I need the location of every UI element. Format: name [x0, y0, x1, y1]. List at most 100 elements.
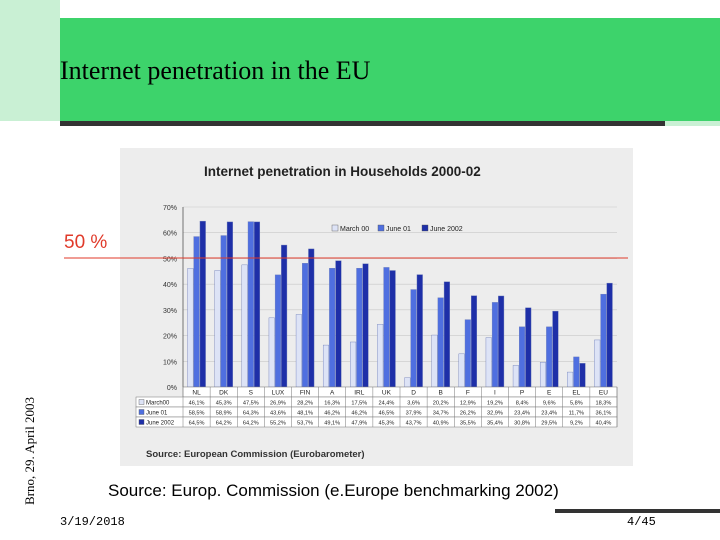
data-label: 24,4%: [379, 401, 395, 407]
table-row-swatch: [138, 399, 145, 405]
bar: [567, 371, 574, 388]
bar: [546, 326, 553, 388]
data-label: 58,5%: [189, 411, 205, 417]
data-label: 49,1%: [324, 421, 340, 427]
data-label: 40,9%: [433, 421, 449, 427]
data-table: NL DK S LUX FIN A IRL UK D B F I P E EL EU March00 46,1% 4…: [135, 386, 618, 428]
bar: [416, 274, 423, 388]
x-tick-label: DK: [219, 390, 229, 397]
bar: [214, 270, 221, 388]
left-accent-band: [0, 0, 60, 121]
data-label: 64,5%: [189, 421, 205, 427]
y-tick-label: 50%: [163, 256, 177, 263]
y-tick-label: 40%: [163, 282, 177, 289]
data-label: 58,9%: [216, 411, 232, 417]
data-label: 34,7%: [433, 411, 449, 417]
y-tick-label: 0%: [167, 385, 177, 392]
table-row-header: March00: [146, 401, 170, 407]
bar: [539, 362, 546, 388]
data-label: 19,2%: [487, 401, 503, 407]
data-label: 46,2%: [324, 411, 340, 417]
x-tick-label: FIN: [300, 390, 311, 397]
bar: [241, 264, 248, 388]
bar: [404, 377, 411, 388]
bar: [552, 310, 559, 388]
bar: [268, 317, 275, 388]
x-tick-label: EU: [599, 390, 608, 397]
table-row-swatch: [138, 419, 145, 425]
legend-swatch: [421, 224, 429, 232]
bar: [308, 248, 315, 388]
bar: [220, 235, 227, 388]
data-label: 3,6%: [407, 401, 420, 407]
data-label: 43,7%: [406, 421, 422, 427]
bar: [362, 263, 369, 388]
bar: [458, 353, 465, 388]
bar: [389, 270, 396, 388]
bar: [247, 221, 254, 388]
data-label: 9,6%: [543, 401, 556, 407]
bar: [594, 339, 601, 388]
bar: [512, 365, 519, 388]
bar: [187, 268, 194, 388]
data-label: 17,5%: [351, 401, 367, 407]
data-label: 26,2%: [460, 411, 476, 417]
legend-label: June 2002: [430, 226, 463, 233]
y-tick-label: 30%: [163, 308, 177, 315]
legend: March 00 June 01 June 2002: [331, 224, 463, 233]
bar: [377, 324, 384, 388]
x-tick-label: P: [520, 390, 524, 397]
x-tick-label: IRL: [354, 390, 365, 397]
bar: [281, 244, 288, 388]
data-label: 23,4%: [514, 411, 530, 417]
bar: [254, 221, 261, 388]
data-label: 46,5%: [379, 411, 395, 417]
data-label: 16,3%: [324, 401, 340, 407]
data-label: 43,6%: [270, 411, 286, 417]
x-tick-label: A: [330, 390, 335, 397]
corner-accent: [665, 121, 720, 126]
chart-image: Internet penetration in Households 2000-…: [120, 148, 633, 466]
table-row-header: June 01: [146, 411, 168, 417]
y-tick-label: 10%: [163, 359, 177, 366]
bar: [199, 220, 206, 388]
data-label: 5,8%: [570, 401, 583, 407]
legend-swatch: [377, 224, 385, 232]
data-label: 47,5%: [243, 401, 259, 407]
bar: [579, 363, 586, 388]
y-tick-label: 20%: [163, 334, 177, 341]
bar: [471, 295, 478, 388]
bar: [356, 267, 363, 388]
bar: [322, 344, 329, 388]
data-label: 28,2%: [297, 401, 313, 407]
fifty-percent-label: 50 %: [64, 232, 108, 253]
bar: [525, 307, 532, 388]
x-tick-label: E: [547, 390, 552, 397]
data-label: 35,5%: [460, 421, 476, 427]
data-label: 12,9%: [460, 401, 476, 407]
bar: [329, 267, 336, 388]
data-label: 40,4%: [596, 421, 612, 427]
legend-label: June 01: [386, 226, 411, 233]
bar: [443, 281, 450, 388]
data-label: 36,1%: [596, 411, 612, 417]
data-label: 29,5%: [541, 421, 557, 427]
data-label: 30,8%: [514, 421, 530, 427]
x-tick-label: NL: [192, 390, 201, 397]
x-tick-label: F: [466, 390, 470, 397]
data-label: 20,2%: [433, 401, 449, 407]
bar: [498, 295, 505, 388]
side-date-label: Brno, 29. April 2003: [22, 397, 37, 505]
x-tick-label: LUX: [272, 390, 285, 397]
data-label: 55,2%: [270, 421, 286, 427]
y-tick-label: 70%: [163, 205, 177, 212]
footer-rule: [555, 509, 720, 513]
bar: [573, 356, 580, 388]
bar: [600, 293, 607, 388]
data-label: 46,2%: [351, 411, 367, 417]
x-tick-label: S: [249, 390, 254, 397]
table-row-swatch: [138, 409, 145, 415]
data-label: 35,4%: [487, 421, 503, 427]
data-label: 45,3%: [379, 421, 395, 427]
x-tick-label: B: [439, 390, 443, 397]
